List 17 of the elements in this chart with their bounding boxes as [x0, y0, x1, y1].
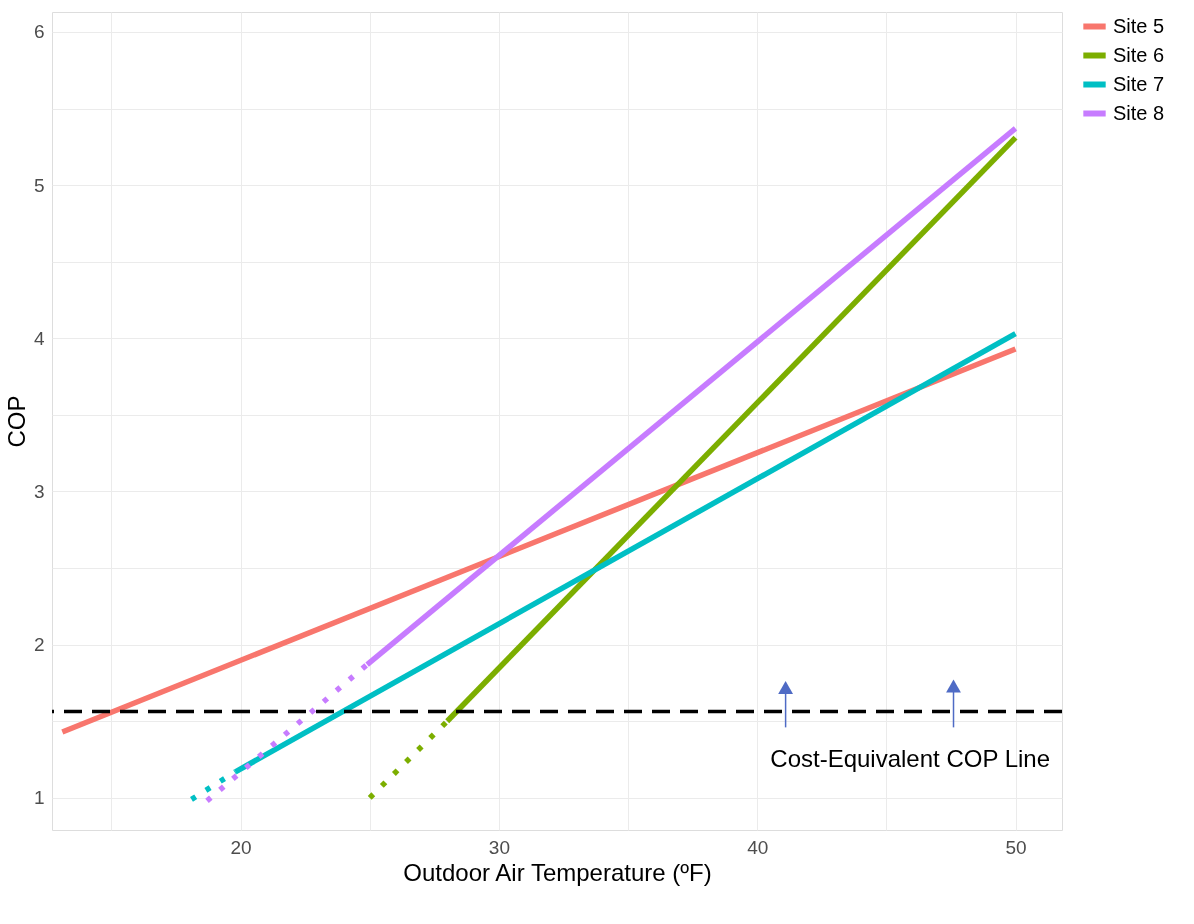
- legend-label: Site 6: [1113, 43, 1165, 66]
- x-tick-label: 30: [488, 836, 510, 858]
- legend-label: Site 5: [1113, 14, 1165, 37]
- legend-label: Site 8: [1113, 101, 1165, 124]
- y-axis-title: COP: [2, 395, 30, 448]
- y-tick-label: 3: [33, 480, 45, 502]
- y-tick-label: 1: [33, 787, 45, 809]
- y-tick-label: 6: [33, 21, 45, 43]
- x-tick-label: 40: [747, 836, 769, 858]
- legend-label: Site 7: [1113, 72, 1165, 95]
- y-tick-label: 4: [33, 327, 45, 349]
- x-tick-label: 50: [1005, 836, 1027, 858]
- y-tick-label: 2: [33, 634, 45, 656]
- x-axis-title: Outdoor Air Temperature (ºF): [403, 858, 712, 886]
- x-tick-label: 20: [230, 836, 252, 858]
- y-tick-label: 5: [33, 174, 45, 196]
- ref-line-label: Cost-Equivalent COP Line: [770, 744, 1050, 772]
